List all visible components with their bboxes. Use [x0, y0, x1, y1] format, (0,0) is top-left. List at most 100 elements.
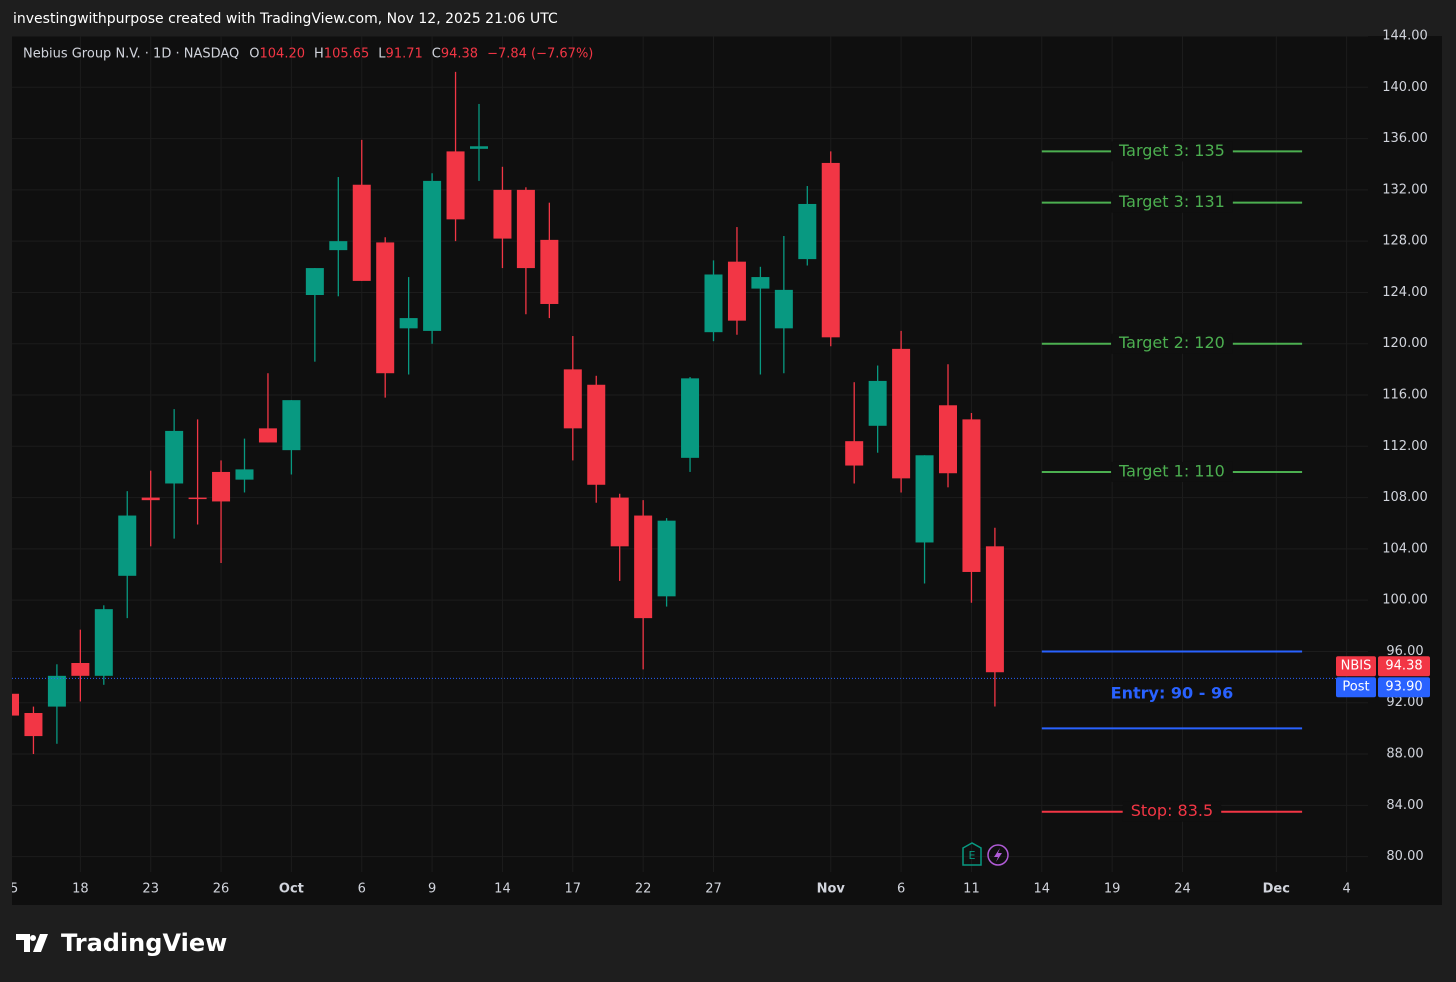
x-tick-label: 19	[1104, 882, 1121, 897]
candle-body	[329, 241, 348, 251]
x-tick-label: 9	[428, 882, 436, 897]
y-tick-label: 124.00	[1382, 285, 1428, 300]
header-legend: Nebius Group N.V. · 1D · NASDAQ O 104.20 H…	[23, 47, 593, 62]
x-tick-label: Dec	[1263, 882, 1290, 897]
candle-body	[587, 384, 606, 485]
level-label: Stop: 83.5	[1131, 801, 1213, 820]
candle-body	[915, 455, 934, 543]
plot-area: Target 3: 135 Target 3: 131 Target 2: 120 T…	[12, 36, 1368, 872]
x-tick-label: 17	[565, 882, 582, 897]
candle-body	[962, 419, 981, 572]
x-tick-label: 18	[72, 882, 89, 897]
price-tag-name: NBIS	[1341, 659, 1372, 674]
candle-body	[12, 693, 19, 716]
y-tick-label: 132.00	[1382, 182, 1428, 197]
candle-body	[188, 497, 207, 500]
level-label-bg	[1111, 192, 1233, 213]
price-tag-bg	[1378, 677, 1430, 698]
symbol-title: Nebius Group N.V. · 1D · NASDAQ	[23, 47, 239, 62]
brand-name: TradingView	[61, 929, 227, 957]
brand-mark	[16, 934, 48, 952]
candle-body	[657, 520, 676, 597]
y-tick-label: 136.00	[1382, 131, 1428, 146]
candle-body	[821, 162, 840, 338]
legend-value: 94.38	[441, 47, 478, 62]
x-tick-label: 6	[358, 882, 366, 897]
price-tag-name: Post	[1342, 680, 1369, 695]
y-tick-label: 96.00	[1386, 644, 1423, 659]
candle-body	[845, 441, 864, 466]
candle-body	[727, 261, 746, 321]
candle-body	[305, 268, 324, 296]
y-tick-label: 88.00	[1386, 747, 1423, 762]
level-label: Target 3: 135	[1118, 141, 1225, 160]
y-tick-label: 116.00	[1382, 388, 1428, 403]
price-tag-name-bg	[1336, 656, 1376, 677]
x-tick-label: 15	[2, 882, 19, 897]
earnings-icon-letter: E	[969, 849, 976, 862]
candle-body	[71, 663, 90, 676]
level-label: Target 3: 131	[1118, 192, 1225, 211]
brand-logo: TradingView	[16, 929, 227, 957]
y-tick-label: 144.00	[1382, 29, 1428, 44]
candle-body	[470, 146, 488, 149]
time-axis: 15 18 23 26 Oct 6 9 14 17 22 27 Nov 6 11 14 19 24 Dec 4	[2, 882, 1351, 897]
event-icons: E	[962, 842, 1009, 866]
candle-body	[235, 469, 254, 480]
brand-dot	[30, 935, 36, 941]
legend-value: 105.65	[324, 47, 370, 62]
candle-body	[212, 471, 231, 502]
y-tick-label: 84.00	[1386, 798, 1423, 813]
x-tick-label: 22	[635, 882, 652, 897]
y-tick-label: 140.00	[1382, 80, 1428, 95]
price-tag-value: 94.38	[1385, 659, 1422, 674]
legend-value: 91.71	[386, 47, 423, 62]
candle-body	[985, 546, 1004, 673]
candle-body	[352, 184, 371, 281]
level-label: Target 2: 120	[1118, 333, 1225, 352]
legend-key: L	[378, 47, 386, 62]
candle-body	[516, 189, 535, 269]
y-tick-label: 92.00	[1386, 695, 1423, 710]
y-tick-label: 80.00	[1386, 849, 1423, 864]
candle-body	[165, 430, 184, 484]
level-label-bg	[1111, 461, 1233, 482]
x-tick-label: 6	[897, 882, 905, 897]
x-tick-label: 4	[1343, 882, 1351, 897]
candle-body	[774, 289, 793, 329]
x-tick-label: 14	[494, 882, 511, 897]
level-label: Target 1: 110	[1118, 461, 1225, 480]
candle-body	[493, 189, 512, 239]
candle-body	[798, 203, 817, 260]
price-tag-name-bg	[1336, 677, 1376, 698]
legend-key: C	[432, 47, 441, 62]
candle-body	[94, 609, 113, 676]
candle-body	[423, 180, 442, 331]
x-tick-label: 24	[1174, 882, 1191, 897]
x-tick-label: 23	[142, 882, 159, 897]
candle-body	[376, 242, 395, 374]
y-tick-label: 100.00	[1382, 593, 1428, 608]
x-tick-label: Nov	[817, 882, 846, 897]
level-label-bg	[1111, 333, 1233, 354]
level-label: Entry: 90 - 96	[1111, 683, 1234, 702]
candle-body	[141, 497, 160, 501]
candle-body	[258, 428, 277, 443]
y-tick-label: 108.00	[1382, 490, 1428, 505]
candle-body	[751, 277, 770, 289]
candle-body	[282, 400, 301, 451]
level-label-bg	[1111, 141, 1233, 162]
candle-body	[446, 151, 465, 220]
x-tick-label: 26	[213, 882, 230, 897]
y-tick-label: 128.00	[1382, 234, 1428, 249]
price-tag-bg	[1378, 656, 1430, 677]
legend-change: −7.84 (−7.67%)	[487, 47, 593, 62]
event-icon-bolt	[994, 848, 1002, 862]
candle-body	[540, 239, 559, 304]
legend-value: 104.20	[260, 47, 306, 62]
level-label-bg	[1122, 801, 1222, 822]
candle-body	[563, 369, 582, 429]
candle-body	[681, 378, 700, 458]
y-tick-label: 120.00	[1382, 336, 1428, 351]
